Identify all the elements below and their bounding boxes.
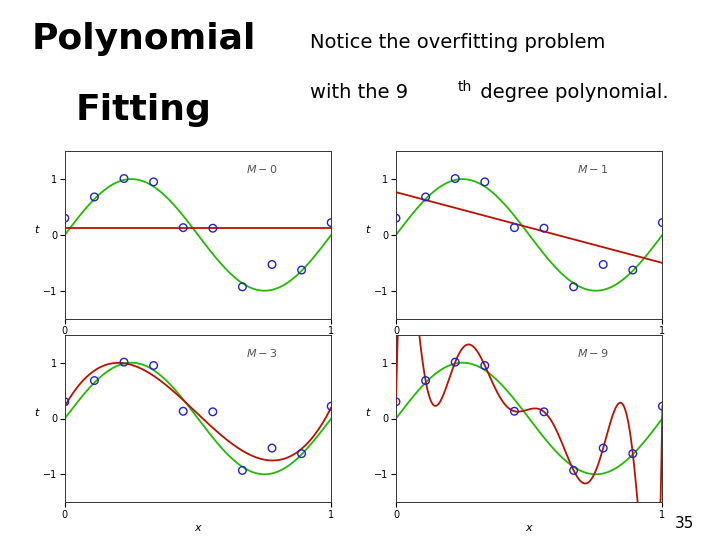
Text: th: th xyxy=(457,79,472,93)
Point xyxy=(508,407,520,416)
Point xyxy=(237,466,248,475)
Point xyxy=(508,224,520,232)
Point xyxy=(237,282,248,291)
Point xyxy=(296,449,307,458)
Point xyxy=(207,224,219,233)
Text: Notice the overfitting problem: Notice the overfitting problem xyxy=(310,32,605,52)
Text: $M-0$: $M-0$ xyxy=(246,163,277,175)
Text: Fitting: Fitting xyxy=(76,92,212,126)
X-axis label: $x$: $x$ xyxy=(525,523,534,532)
Y-axis label: $t$: $t$ xyxy=(365,407,372,418)
Point xyxy=(449,358,461,367)
Text: $M-1$: $M-1$ xyxy=(577,163,608,175)
Point xyxy=(118,358,130,367)
Point xyxy=(118,174,130,183)
Point xyxy=(390,397,402,406)
Point xyxy=(479,361,490,370)
X-axis label: $x$: $x$ xyxy=(194,523,202,532)
Point xyxy=(59,214,71,222)
Point xyxy=(539,408,550,416)
Point xyxy=(568,282,580,291)
Point xyxy=(598,444,609,453)
Point xyxy=(89,376,100,385)
Point xyxy=(627,449,639,458)
Text: Polynomial: Polynomial xyxy=(32,22,256,56)
Point xyxy=(296,266,307,274)
Point xyxy=(59,397,71,406)
Y-axis label: $t$: $t$ xyxy=(34,407,41,418)
Point xyxy=(207,408,219,416)
Point xyxy=(148,361,159,370)
Point xyxy=(148,178,159,186)
Point xyxy=(568,466,580,475)
Point xyxy=(657,402,668,410)
Point xyxy=(627,266,639,274)
Point xyxy=(420,376,431,385)
Point xyxy=(325,402,337,410)
Point xyxy=(177,407,189,416)
Y-axis label: $t$: $t$ xyxy=(365,223,372,235)
Point xyxy=(177,224,189,232)
Point xyxy=(89,193,100,201)
Point xyxy=(598,260,609,269)
Point xyxy=(449,174,461,183)
Text: $M-3$: $M-3$ xyxy=(246,347,277,359)
Point xyxy=(266,444,278,453)
Text: with the 9: with the 9 xyxy=(310,83,408,102)
Point xyxy=(390,214,402,222)
Text: degree polynomial.: degree polynomial. xyxy=(474,83,668,102)
X-axis label: $x$: $x$ xyxy=(525,339,534,349)
Y-axis label: $t$: $t$ xyxy=(34,223,41,235)
Point xyxy=(479,178,490,186)
Point xyxy=(539,224,550,233)
Point xyxy=(325,218,337,227)
X-axis label: $x$: $x$ xyxy=(194,339,202,349)
Point xyxy=(266,260,278,269)
Point xyxy=(657,218,668,227)
Text: $M-9$: $M-9$ xyxy=(577,347,609,359)
Text: 35: 35 xyxy=(675,516,693,531)
Point xyxy=(420,193,431,201)
